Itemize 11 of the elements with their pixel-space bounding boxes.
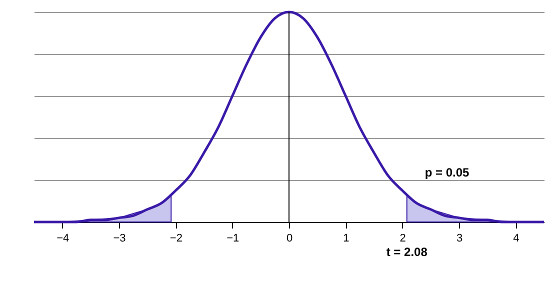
x-tick-label: −3 (113, 232, 126, 244)
annotation: t = 2.08 (386, 245, 428, 259)
x-tick-label: 0 (286, 232, 293, 244)
x-tick-label: −2 (170, 232, 182, 244)
x-tick-label: −4 (56, 232, 70, 244)
x-tick-label: −1 (226, 232, 240, 244)
x-tick-label: 2 (400, 232, 406, 244)
annotation: p = 0.05 (424, 166, 470, 180)
x-tick-label: 4 (513, 232, 520, 244)
x-tick-label: 3 (456, 232, 463, 244)
x-tick-label: 1 (343, 232, 350, 244)
